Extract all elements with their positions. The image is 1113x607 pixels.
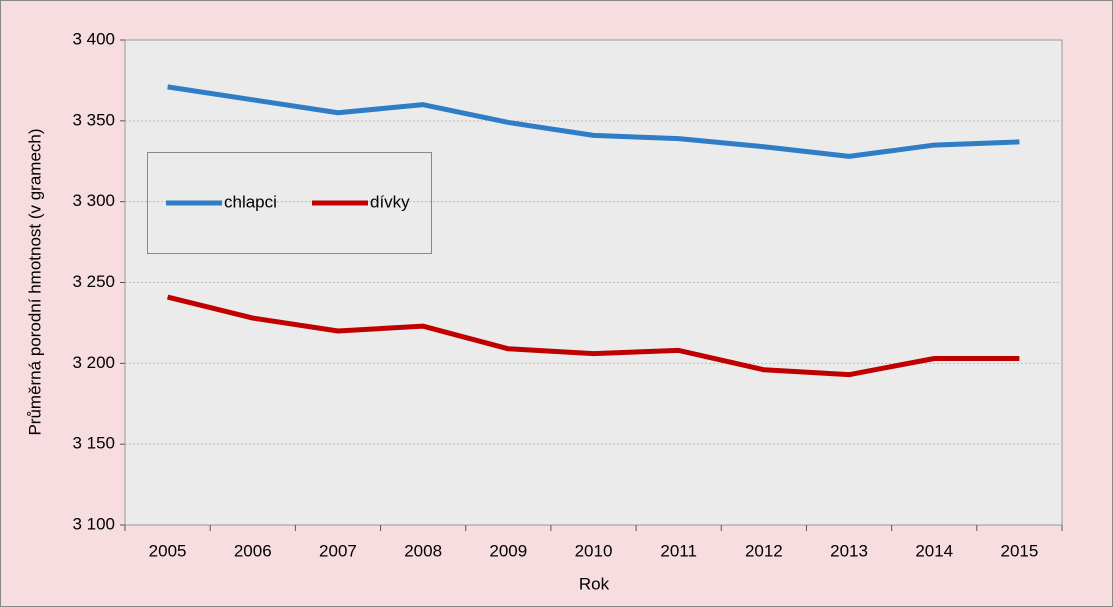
y-tick-label: 3 100 [72,514,115,533]
y-axis-label: Průměrná porodní hmotnost (v gramech) [25,128,44,435]
x-tick-label: 2009 [489,541,527,560]
y-tick-label: 3 200 [72,353,115,372]
x-tick-label: 2012 [745,541,783,560]
y-tick-label: 3 400 [72,29,115,48]
line-series [167,84,1020,159]
x-tick-label: 2006 [234,541,272,560]
y-tick-label: 3 350 [72,110,115,129]
line-series [166,294,1020,378]
y-tick-label: 3 150 [72,434,115,453]
x-tick-label: 2005 [149,541,187,560]
legend-label: chlapci [224,192,277,211]
x-axis-label: Rok [579,574,610,593]
x-tick-label: 2010 [575,541,613,560]
x-tick-label: 2015 [1000,541,1038,560]
y-tick-label: 3 250 [72,272,115,291]
x-tick-label: 2011 [660,541,697,560]
legend-label: dívky [370,192,410,211]
x-tick-label: 2014 [915,541,953,560]
y-tick-label: 3 300 [72,191,115,210]
x-tick-label: 2008 [404,541,442,560]
x-tick-label: 2007 [319,541,357,560]
x-tick-label: 2013 [830,541,868,560]
